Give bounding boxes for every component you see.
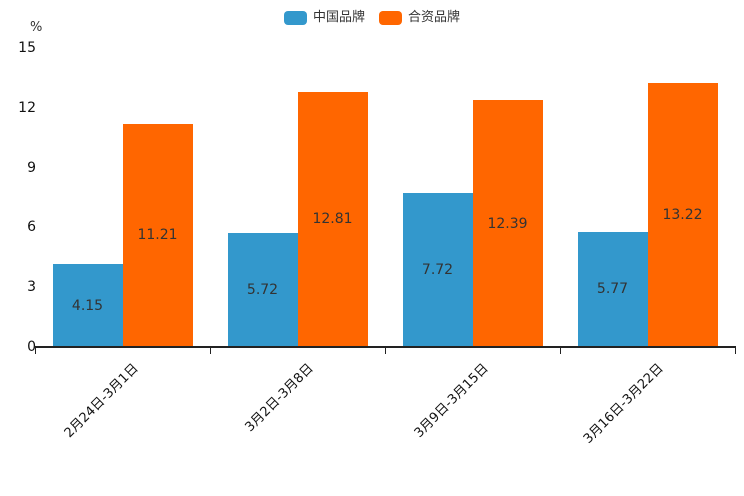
legend-swatch-icon <box>283 11 307 25</box>
x-axis-tick <box>734 348 736 354</box>
legend: 中国品牌 合资品牌 <box>0 10 744 26</box>
legend-swatch-icon <box>379 11 402 25</box>
bar-china-brand[interactable] <box>402 193 473 347</box>
legend-item-china-brand[interactable]: 中国品牌 <box>283 10 365 26</box>
x-axis-tick <box>384 348 386 354</box>
bar-joint-venture-brand[interactable] <box>472 100 543 347</box>
x-axis-category-label: 2月24日-3月1日 <box>61 361 142 441</box>
y-axis-tick-label: 15 <box>18 40 36 56</box>
y-axis-tick-label: 0 <box>27 339 36 355</box>
bar-joint-venture-brand[interactable] <box>122 123 193 347</box>
y-axis-tick-label: 9 <box>27 159 36 176</box>
bar-china-brand[interactable] <box>577 231 648 347</box>
y-axis-tick-label: 12 <box>18 99 36 116</box>
legend-label: 合资品牌 <box>408 10 461 25</box>
x-axis-tick <box>559 348 561 354</box>
x-axis-line <box>34 346 736 348</box>
legend-label: 中国品牌 <box>312 10 365 25</box>
bar-joint-venture-brand[interactable] <box>297 91 368 347</box>
x-axis-tick <box>209 348 211 354</box>
bar-china-brand[interactable] <box>227 232 298 347</box>
x-axis-tick <box>34 348 36 354</box>
bar-china-brand[interactable] <box>52 264 123 347</box>
y-axis-tick-label: 3 <box>27 279 36 296</box>
legend-item-joint-venture-brand[interactable]: 合资品牌 <box>379 10 460 26</box>
y-axis-unit-label: % <box>30 20 43 35</box>
bar-joint-venture-brand[interactable] <box>647 83 718 347</box>
y-axis-tick-label: 6 <box>27 219 36 236</box>
